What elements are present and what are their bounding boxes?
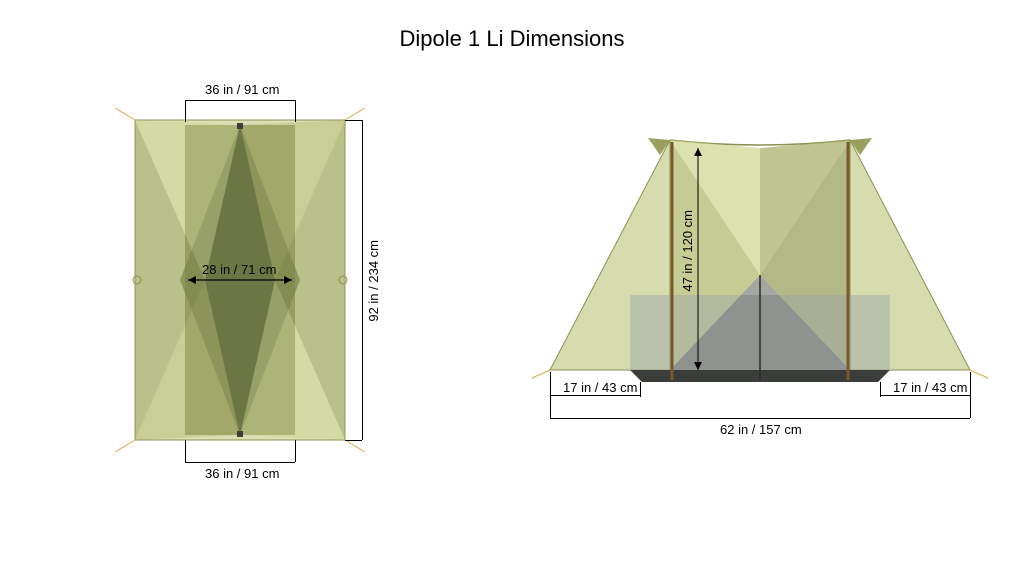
- dim-center-width: 28 in / 71 cm: [202, 262, 276, 277]
- front-view-svg: [530, 120, 990, 450]
- dim-top-width: 36 in / 91 cm: [205, 82, 279, 97]
- dim-length: 92 in / 234 cm: [366, 240, 381, 322]
- dim-bottom-width: 36 in / 91 cm: [205, 466, 279, 481]
- dim-overhang-right: 17 in / 43 cm: [893, 380, 967, 395]
- page-title: Dipole 1 Li Dimensions: [0, 26, 1024, 52]
- dim-base-width: 62 in / 157 cm: [720, 422, 802, 437]
- dim-overhang-left: 17 in / 43 cm: [563, 380, 637, 395]
- top-view-svg: [110, 90, 410, 490]
- front-view-diagram: 47 in / 120 cm 62 in / 157 cm 17 in / 43…: [530, 120, 990, 450]
- top-view-diagram: 36 in / 91 cm 36 in / 91 cm 28 in / 71 c…: [110, 90, 410, 490]
- dim-height: 47 in / 120 cm: [680, 210, 695, 292]
